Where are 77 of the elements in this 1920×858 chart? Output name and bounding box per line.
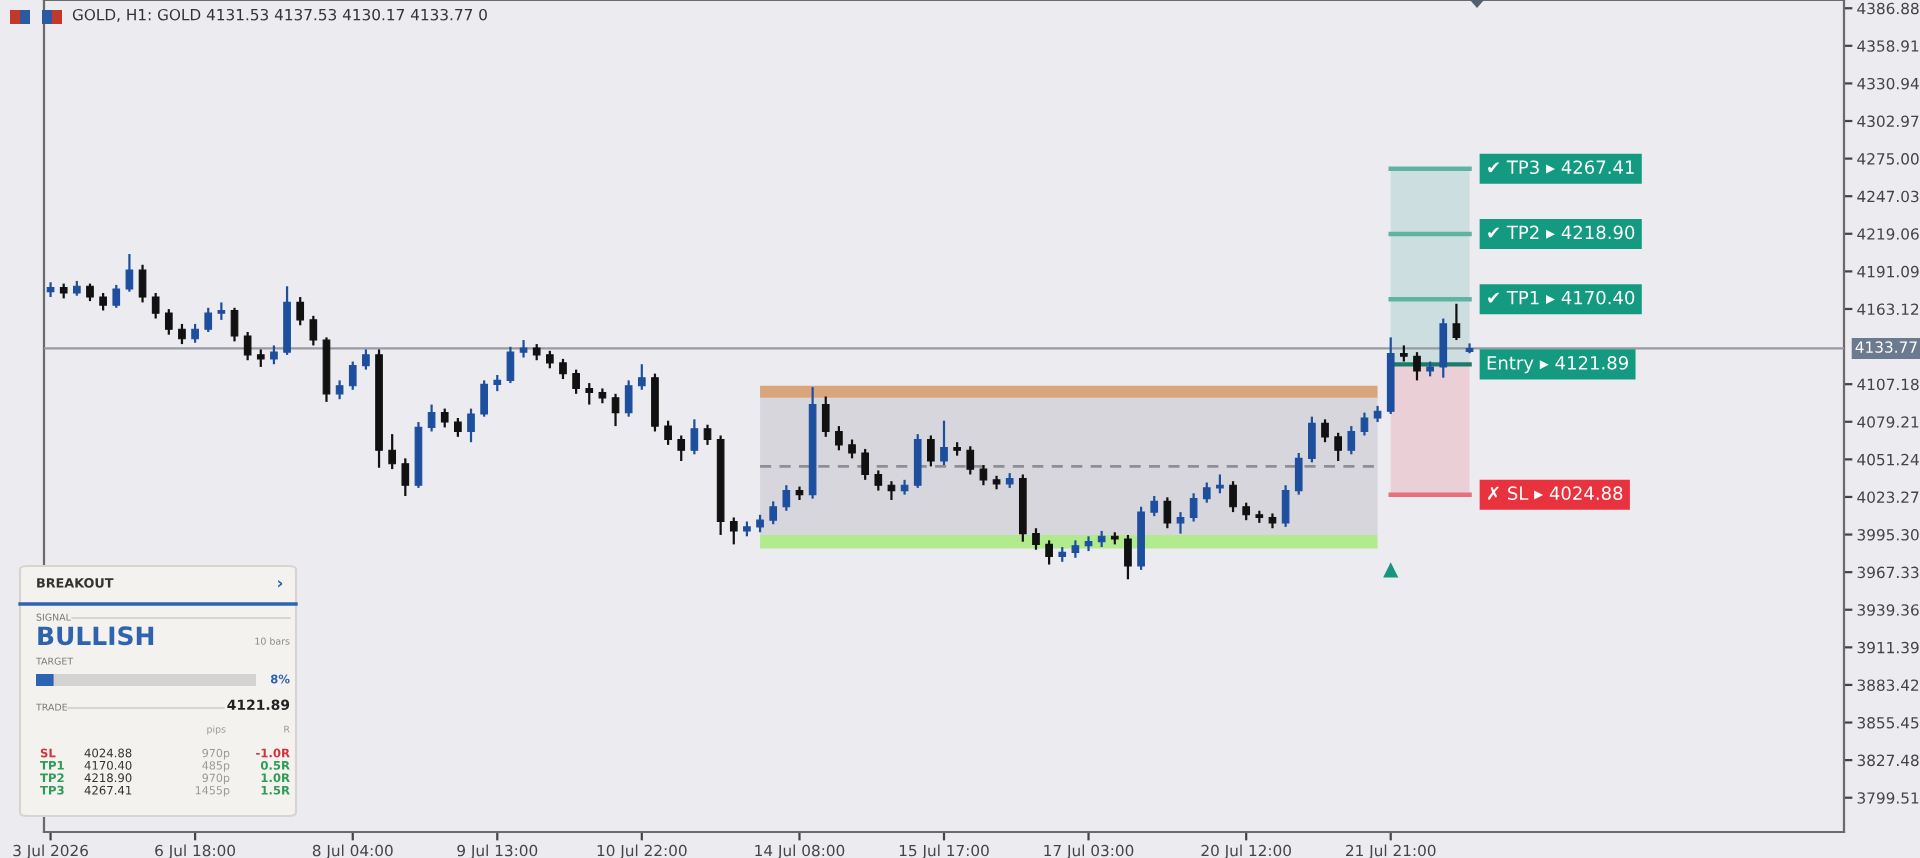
- candlestick: [703, 423, 712, 447]
- candlestick: [572, 368, 580, 395]
- candlestick: [335, 379, 344, 401]
- candlestick: [861, 447, 870, 481]
- candlestick: [348, 360, 357, 391]
- candlestick: [1439, 317, 1448, 379]
- candlestick: [1347, 424, 1356, 456]
- candlestick: [388, 433, 397, 471]
- candlestick: [559, 357, 567, 381]
- candlestick: [151, 291, 160, 320]
- candlestick: [1150, 494, 1159, 518]
- candlestick: [480, 379, 488, 418]
- candlestick: [966, 445, 975, 476]
- candlestick: [191, 322, 199, 344]
- candlestick: [427, 403, 436, 433]
- candlestick: [1452, 302, 1461, 342]
- candlestick: [979, 463, 988, 487]
- annotation: ›: [278, 579, 283, 588]
- candlestick: [401, 457, 410, 498]
- candlestick: [1413, 351, 1421, 382]
- candlestick: [1189, 492, 1198, 523]
- candlestick: [138, 263, 147, 304]
- candlestick: [1176, 510, 1185, 535]
- candlestick: [769, 500, 778, 526]
- candlestick: [927, 434, 935, 468]
- annotation: ✗ SL ▸ 4024.88: [1488, 486, 1623, 501]
- candlestick: [1202, 481, 1211, 504]
- annotation: BULLISH: [38, 626, 154, 646]
- candlestick: [204, 306, 213, 334]
- candlestick: [270, 344, 278, 366]
- annotation: ✔ TP2 ▸ 4218.90: [1488, 225, 1635, 240]
- candlestick: [940, 419, 948, 467]
- candlestick: [309, 314, 318, 347]
- candlestick: [848, 438, 856, 460]
- candlestick: [664, 419, 672, 447]
- candlestick: [467, 407, 475, 444]
- candlestick: [243, 330, 252, 362]
- candlestick: [1084, 535, 1093, 553]
- candlestick: [1294, 451, 1303, 496]
- candlestick: [454, 416, 462, 438]
- candlestick: [1124, 533, 1132, 581]
- candlestick: [1032, 527, 1040, 551]
- candlestick: [874, 469, 883, 492]
- annotation: Entry ▸ 4121.89: [1487, 355, 1628, 374]
- candlestick: [821, 395, 830, 438]
- candlestick: [1229, 480, 1237, 514]
- candlestick: [440, 407, 449, 429]
- candlestick: [782, 484, 791, 512]
- candlestick: [46, 281, 55, 299]
- candlestick: [1281, 484, 1290, 528]
- candlestick: [624, 379, 633, 418]
- candlestick: [913, 433, 922, 490]
- candlestick: [637, 363, 646, 391]
- candlestick: [1216, 473, 1224, 495]
- candlestick: [677, 434, 686, 463]
- candlestick: [1360, 411, 1369, 437]
- candlestick: [362, 348, 370, 371]
- candlestick: [1334, 431, 1343, 463]
- candlestick: [112, 283, 121, 309]
- candlestick: [178, 322, 186, 346]
- candlestick: [506, 345, 515, 385]
- candlestick: [164, 308, 173, 336]
- candlestick: [296, 295, 305, 327]
- annotation: ✔ TP3 ▸ 4267.41: [1488, 160, 1634, 175]
- candlestick: [1045, 539, 1053, 566]
- candlestick: [1321, 418, 1329, 444]
- candlestick: [611, 392, 620, 428]
- candlestick: [230, 306, 239, 343]
- annotation: ✔ TP1 ▸ 4170.40: [1488, 290, 1635, 305]
- candlestick: [1308, 415, 1316, 464]
- candlestick: [690, 418, 699, 456]
- candlestick: [125, 252, 134, 293]
- candlestick: [519, 338, 528, 359]
- candlestick: [1163, 496, 1172, 530]
- candlestick: [835, 424, 843, 452]
- candlestick: [585, 381, 594, 406]
- candlestick: [729, 516, 738, 546]
